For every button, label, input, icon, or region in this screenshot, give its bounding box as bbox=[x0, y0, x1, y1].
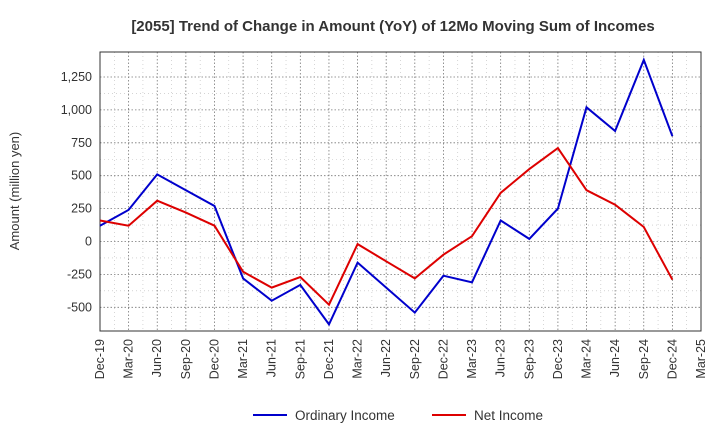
x-tick-label: Jun-24 bbox=[608, 339, 622, 377]
series-line-net-income bbox=[99, 146, 674, 307]
y-tick-label: 250 bbox=[71, 202, 92, 216]
x-tick-label: Jun-21 bbox=[265, 339, 279, 377]
x-tick-label: Sep-20 bbox=[179, 339, 193, 379]
x-tick-label: Dec-22 bbox=[436, 339, 450, 379]
x-tick-label: Sep-24 bbox=[637, 339, 651, 379]
x-tick-label: Sep-23 bbox=[522, 339, 536, 379]
x-tick-label: Dec-24 bbox=[665, 339, 679, 379]
x-tick-label: Jun-20 bbox=[150, 339, 164, 377]
x-tick-label: Dec-21 bbox=[322, 339, 336, 379]
x-tick-label: Mar-22 bbox=[351, 339, 365, 379]
legend: Ordinary Income Net Income bbox=[253, 408, 543, 423]
y-tick-label: 0 bbox=[85, 235, 92, 249]
series-line-ordinary-income bbox=[99, 57, 674, 327]
y-tick-label: -250 bbox=[67, 267, 92, 281]
y-tick-label: 750 bbox=[71, 136, 92, 150]
x-tick-label: Mar-20 bbox=[122, 339, 136, 379]
chart-title: [2055] Trend of Change in Amount (YoY) o… bbox=[131, 18, 654, 35]
x-tick-label: Dec-19 bbox=[93, 339, 107, 379]
y-tick-label: 1,000 bbox=[61, 103, 92, 117]
x-tick-label: Dec-23 bbox=[551, 339, 565, 379]
plot-frame bbox=[99, 51, 702, 332]
axes: -500 -250 0 250 500 750 1,000 1,250 Dec-19 Mar-20… bbox=[61, 51, 708, 379]
y-tick-label: 1,250 bbox=[61, 70, 92, 84]
x-tick-label: Sep-22 bbox=[408, 339, 422, 379]
x-tick-label: Jun-22 bbox=[379, 339, 393, 377]
x-tick-label: Dec-20 bbox=[207, 339, 221, 379]
x-tick-label: Mar-21 bbox=[236, 339, 250, 379]
y-tick-label: -500 bbox=[67, 300, 92, 314]
y-tick-label: 500 bbox=[71, 169, 92, 183]
series-lines bbox=[99, 57, 674, 327]
grid bbox=[99, 52, 702, 331]
x-tick-label: Sep-21 bbox=[293, 339, 307, 379]
legend-label: Net Income bbox=[474, 408, 543, 423]
x-tick-label: Jun-23 bbox=[494, 339, 508, 377]
legend-label: Ordinary Income bbox=[295, 408, 395, 423]
x-tick-label: Mar-24 bbox=[580, 339, 594, 379]
x-tick-label: Mar-23 bbox=[465, 339, 479, 379]
y-axis-label: Amount (million yen) bbox=[7, 132, 22, 251]
x-tick-label: Mar-25 bbox=[694, 339, 708, 379]
